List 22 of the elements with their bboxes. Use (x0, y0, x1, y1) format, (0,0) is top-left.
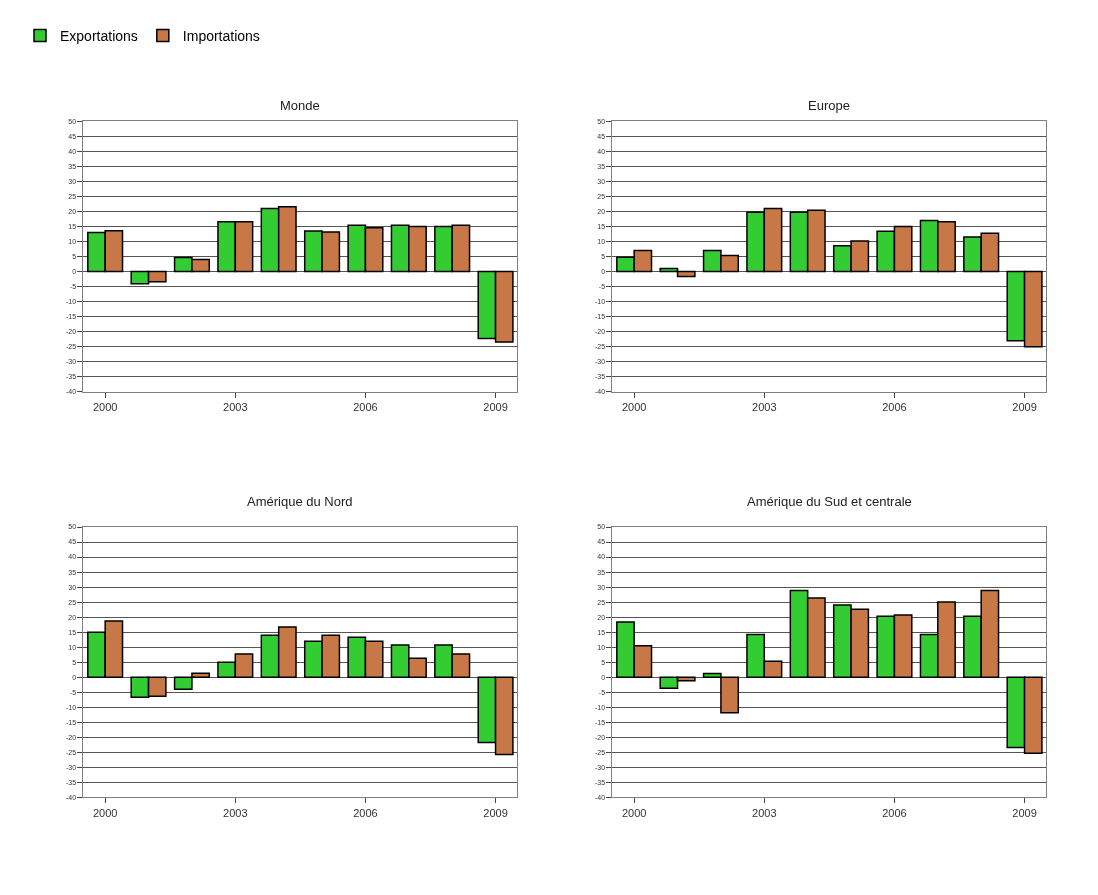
x-tick-label: 2003 (752, 401, 777, 413)
x-tick-label: 2000 (92, 401, 118, 413)
chart-title: Europe (808, 98, 850, 113)
x-tick-label: 2000 (621, 401, 647, 413)
x-tick-label: 2009 (483, 401, 508, 413)
chart-title: Amérique du Sud et centrale (747, 494, 912, 509)
x-tick-label: 2003 (752, 806, 777, 819)
x-tick-label: 2009 (483, 806, 508, 819)
x-tick-label: 2009 (1012, 401, 1037, 413)
x-tick-label: 2003 (223, 806, 248, 819)
x-tick-label: 2006 (353, 806, 378, 819)
x-tick-label: 2003 (223, 401, 248, 413)
chart-title: Amérique du Nord (247, 494, 353, 509)
x-tick-label: 2000 (621, 806, 647, 819)
x-tick-label: 2006 (882, 806, 907, 819)
x-tick-label: 2009 (1012, 806, 1037, 819)
x-tick-label: 2006 (882, 401, 907, 413)
x-tick-label: 2006 (353, 401, 378, 413)
x-tick-label: 2000 (92, 806, 118, 819)
legend-label: Importations (182, 28, 260, 45)
legend-label: Exportations (60, 28, 138, 45)
chart-title: Monde (280, 98, 320, 113)
